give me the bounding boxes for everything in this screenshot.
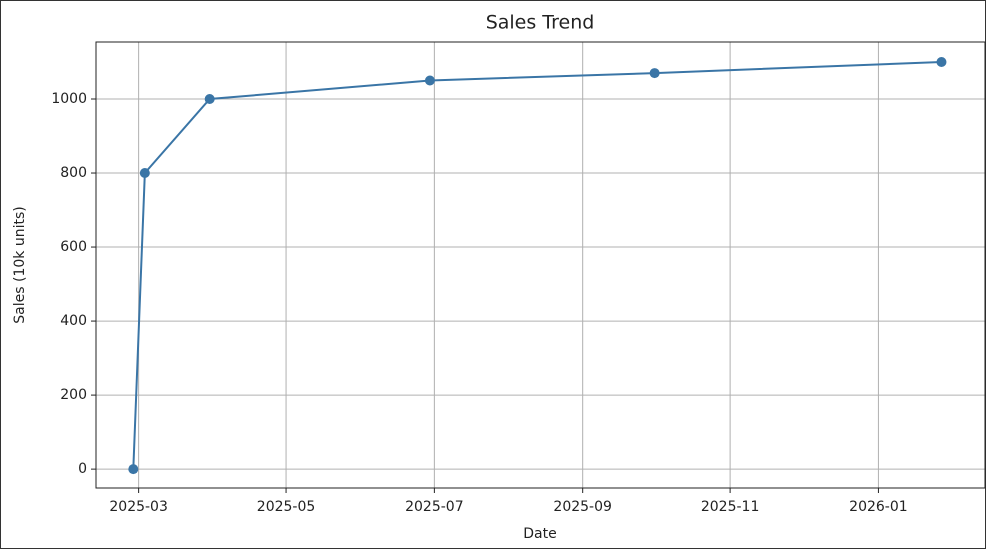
y-tick-label: 0 <box>78 461 87 477</box>
y-tick-label: 200 <box>60 387 87 403</box>
point <box>128 464 139 475</box>
point <box>649 68 660 79</box>
point <box>424 75 435 86</box>
x-axis-label: Date <box>523 526 556 542</box>
x-tick-label: 2025-05 <box>257 499 316 515</box>
y-axis-label: Sales (10k units) <box>12 206 28 323</box>
x-tick-label: 2025-11 <box>701 499 760 515</box>
y-tick-label: 800 <box>60 165 87 181</box>
x-tick-label: 2025-09 <box>553 499 612 515</box>
plot-area <box>95 41 986 489</box>
y-tick-label: 400 <box>60 313 87 329</box>
x-tick-label: 2026-01 <box>849 499 908 515</box>
line <box>132 60 942 470</box>
point <box>139 168 150 179</box>
chart-title: Sales Trend <box>486 12 595 34</box>
x-tick-label: 2025-03 <box>109 499 168 515</box>
x-tick-label: 2025-07 <box>405 499 464 515</box>
point <box>204 93 215 104</box>
y-tick-label: 1000 <box>51 91 87 107</box>
y-tick-label: 600 <box>60 239 87 255</box>
point <box>936 56 947 67</box>
